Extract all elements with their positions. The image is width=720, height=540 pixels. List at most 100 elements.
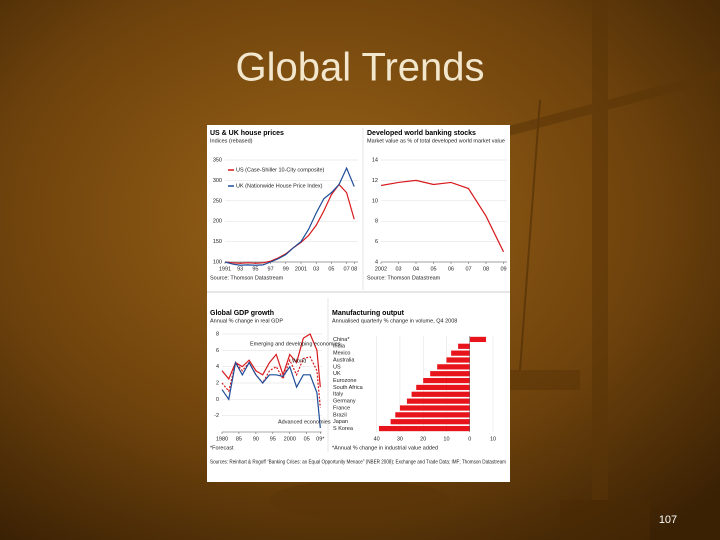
category-label: China* [333,337,350,343]
x-tick-label: 07 [344,266,350,272]
category-label: Italy [333,392,343,398]
bar [446,357,470,363]
scale-pan [270,480,450,520]
y-tick-label: -2 [214,413,219,419]
x-tick-label: 10 [443,436,449,442]
category-label: Brazil [333,412,347,418]
legend-label: UK (Nationwide House Price Index) [236,183,323,189]
x-tick-label: 99 [283,266,289,272]
category-label: India [333,344,346,350]
category-label: US [333,364,341,370]
x-tick-label: 2000 [284,436,296,442]
category-label: UK [333,371,341,377]
y-tick-label: 0 [216,397,219,403]
x-tick-label: 95 [270,436,276,442]
chart-subtitle: Indices (rebased) [210,138,253,144]
series-line [224,166,355,266]
x-tick-label: 20 [420,436,426,442]
bar [416,384,470,391]
x-tick-label: 09* [316,436,325,442]
x-tick-label: 04 [413,266,419,272]
chart-subtitle: Market value as % of total developed wor… [367,138,505,144]
sources: Sources: Reinhart & Rogoff “Banking Cris… [210,459,506,465]
x-tick-label: 97 [268,266,274,272]
y-tick-label: 6 [216,348,219,354]
x-tick-label: 03 [395,266,401,272]
y-tick-label: 10 [372,198,378,204]
legend-label: US (Case-Shiller 10-City composite) [236,167,324,173]
y-tick-label: 350 [213,157,222,163]
x-tick-label: 1980 [216,436,228,442]
bar [378,425,470,432]
chart-note: *Annual % change in industrial value add… [332,445,438,451]
x-tick-label: 40 [374,436,380,442]
scale-base [560,500,650,540]
category-label: Mexico [333,351,350,357]
y-tick-label: 8 [216,331,219,337]
x-tick-label: 95 [252,266,258,272]
x-tick-label: 93 [237,266,243,272]
x-tick-label: 05 [328,266,334,272]
x-tick-label: 06 [448,266,454,272]
y-tick-label: 8 [375,219,378,225]
x-tick-label: 0 [468,436,471,442]
chart-note: Source: Thomson Datastream [367,275,441,281]
slide-title: Global Trends [235,46,484,90]
series-line [221,333,321,388]
category-label: Australia [333,357,355,363]
y-tick-label: 100 [213,259,222,265]
chart-title: Developed world banking stocks [367,130,476,137]
category-label: Eurozone [333,378,357,384]
scale-chain [519,99,541,371]
x-tick-label: 05 [430,266,436,272]
bar [406,398,470,404]
scale-block [510,370,580,390]
series-line [380,179,505,253]
series-line [221,360,321,428]
bar [437,364,470,370]
legend-label: World [292,358,306,364]
x-tick-label: 08 [483,266,489,272]
y-tick-label: 14 [372,157,378,163]
x-tick-label: 85 [236,436,242,442]
category-label: Germany [333,399,356,405]
x-tick-label: 30 [397,436,403,442]
bar [390,419,470,425]
x-tick-label: 08 [351,266,357,272]
y-tick-label: 200 [213,219,222,225]
y-tick-label: 2 [216,380,219,386]
x-tick-label: 05 [304,436,310,442]
bar [451,350,470,356]
x-tick-label: 90 [253,436,259,442]
bar [430,371,470,377]
bar [395,412,470,418]
x-tick-label: 2002 [375,266,387,272]
chart-note: *Forecast [210,445,234,451]
category-label: Japan [333,419,348,425]
chart-subtitle: Annual % change in real GDP [210,318,283,324]
category-label: S Korea [333,426,354,432]
y-tick-label: 250 [213,198,222,204]
chart-title: US & UK house prices [210,130,284,137]
bar [469,336,487,343]
x-tick-label: 10 [490,436,496,442]
scale-pole [592,0,608,540]
category-label: France [333,405,350,411]
bar [423,377,470,384]
x-tick-label: 09 [500,266,506,272]
x-tick-label: 2001 [295,266,307,272]
y-tick-label: 4 [216,364,219,370]
y-tick-label: 150 [213,239,222,245]
y-tick-label: 12 [372,178,378,184]
y-tick-label: 300 [213,178,222,184]
series-line [221,356,321,408]
bar [411,391,470,397]
category-label: South Africa [333,385,364,391]
chart-subtitle: Annualised quarterly % change in volume,… [332,318,457,324]
chart-title: Manufacturing output [332,310,405,317]
bar [458,343,470,349]
legend-label: Advanced economies [278,419,331,425]
x-tick-label: 1991 [219,266,231,272]
